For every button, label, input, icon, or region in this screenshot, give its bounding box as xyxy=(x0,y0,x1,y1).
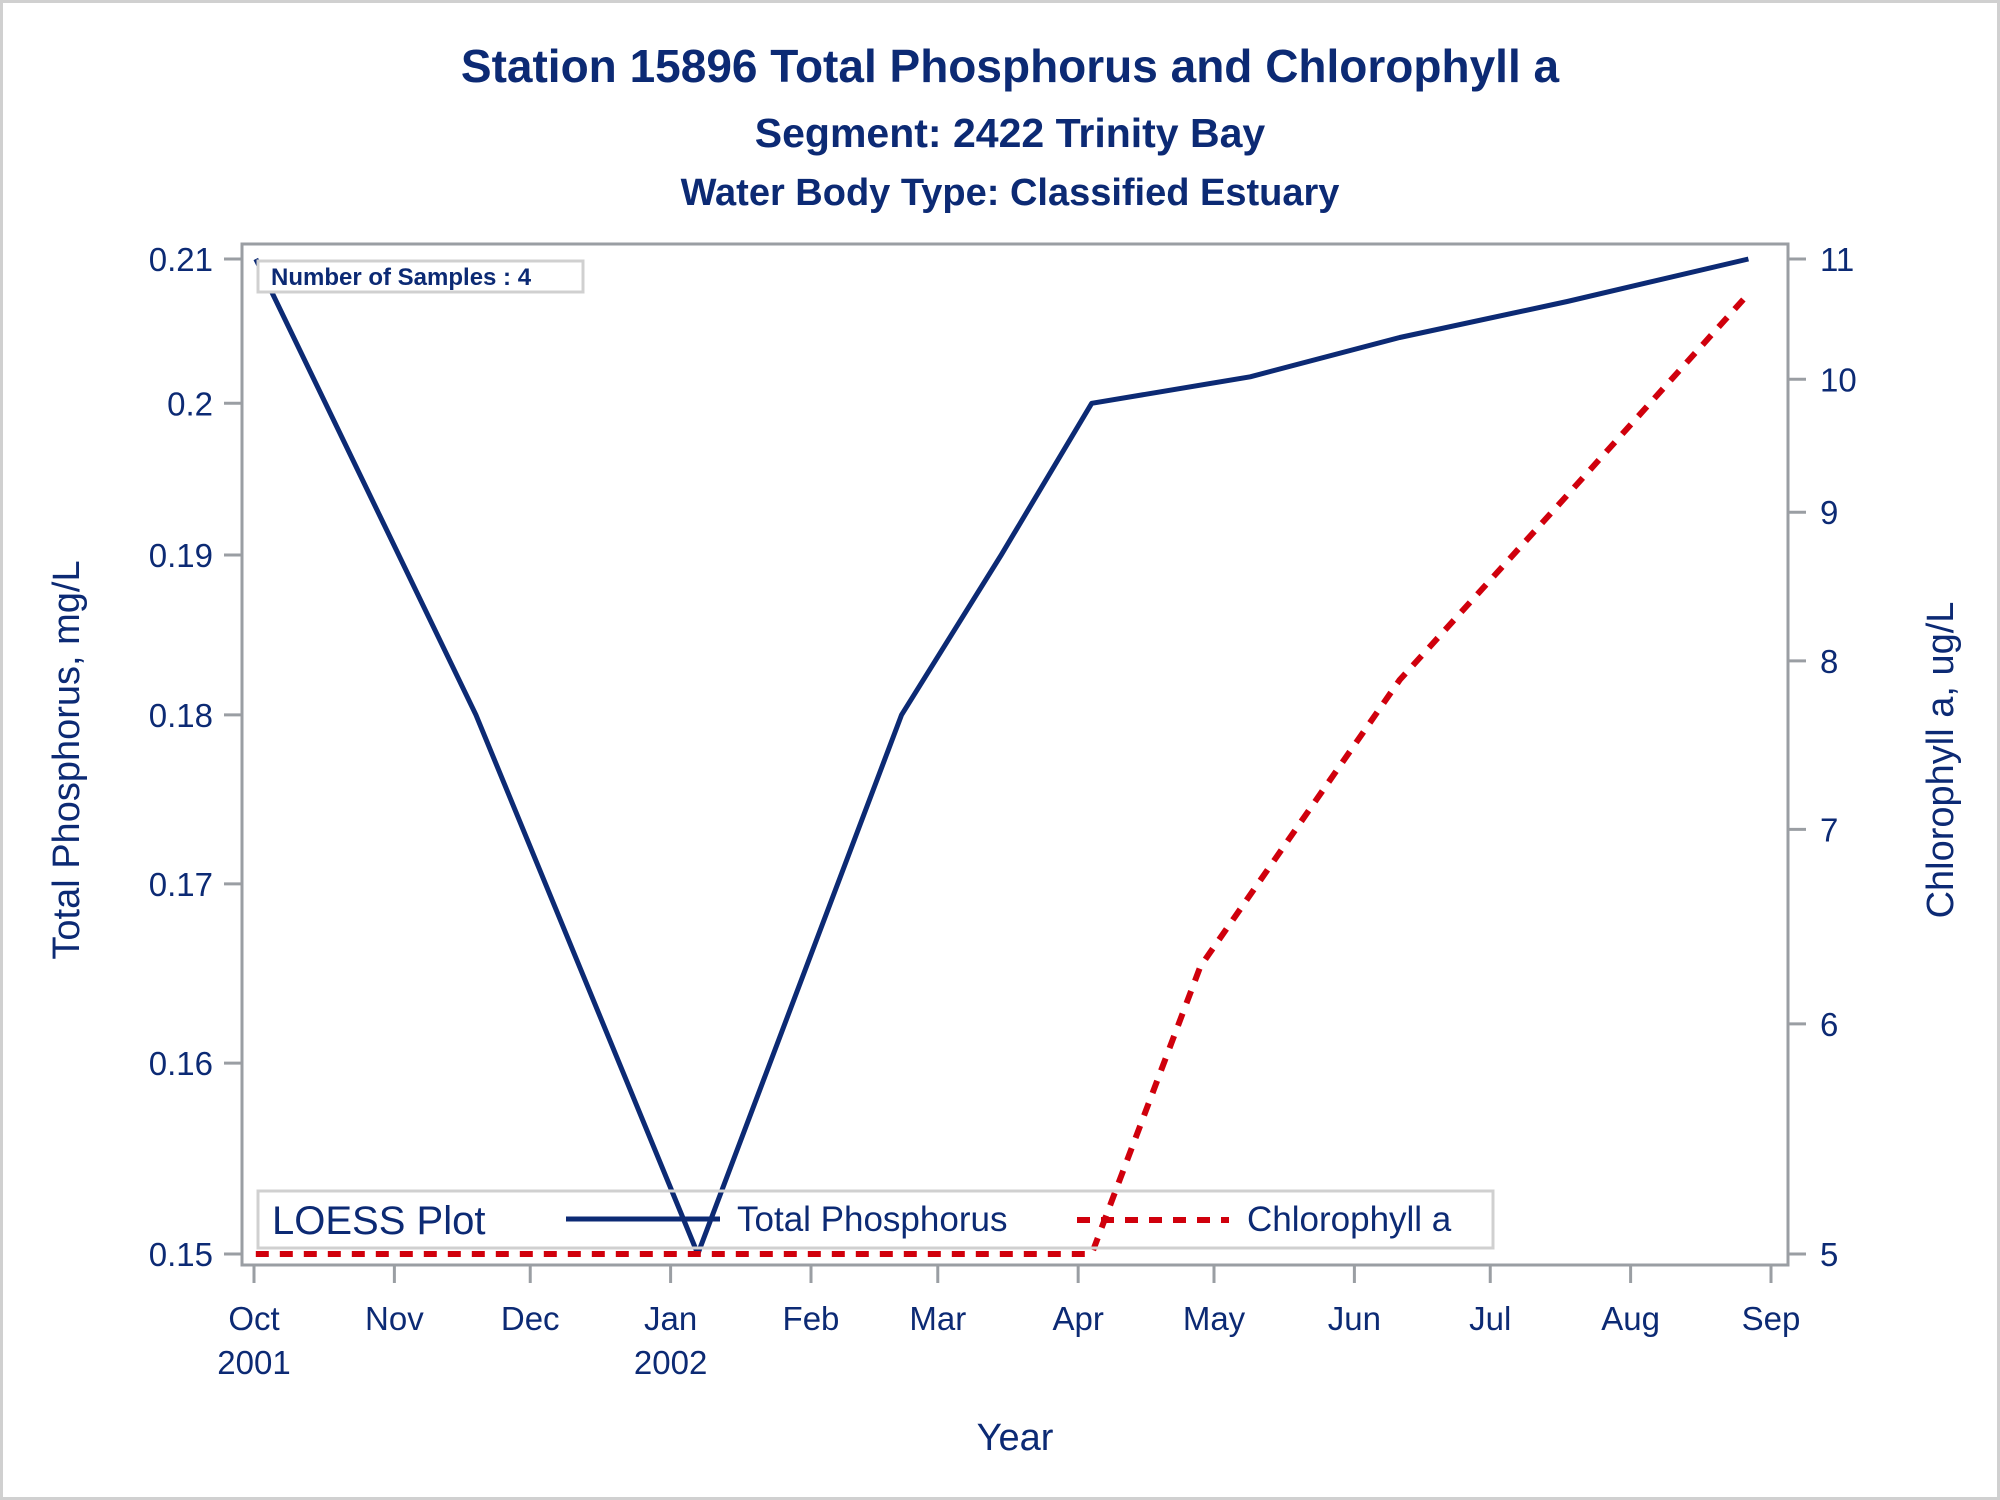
y-tick-label-left: 0.17 xyxy=(149,866,213,903)
x-axis-title: Year xyxy=(977,1417,1054,1459)
x-tick-label: Jan xyxy=(644,1300,697,1337)
legend-title: LOESS Plot xyxy=(272,1199,485,1243)
y-tick-label-left: 0.2 xyxy=(167,385,213,422)
y-tick-label-right: 6 xyxy=(1820,1006,1838,1043)
y-tick-label-left: 0.15 xyxy=(149,1236,213,1273)
legend-label-chlorophyll: Chlorophyll a xyxy=(1247,1200,1452,1239)
chart-subtitle-waterbody: Water Body Type: Classified Estuary xyxy=(681,172,1340,214)
y-tick-label-left: 0.18 xyxy=(149,697,213,734)
y-tick-label-left: 0.16 xyxy=(149,1045,213,1082)
x-tick-label: Nov xyxy=(365,1300,424,1337)
y-tick-label-right: 7 xyxy=(1820,811,1838,848)
x-tick-label: Sep xyxy=(1742,1300,1801,1337)
x-tick-label: Dec xyxy=(501,1300,560,1337)
axes: 0.15 0.16 0.17 0.18 0.19 0.2 0.21 5 6 7 8 9 10 11 Oct 2… xyxy=(149,241,1857,1381)
y-tick-label-right: 5 xyxy=(1820,1236,1838,1273)
y-axis-title-right: Chlorophyll a, ug/L xyxy=(1920,602,1962,919)
y-tick-label-right: 9 xyxy=(1820,494,1838,531)
x-tick-label: Jun xyxy=(1328,1300,1381,1337)
y-tick-label-right: 11 xyxy=(1820,241,1854,278)
chart-title: Station 15896 Total Phosphorus and Chlor… xyxy=(461,40,1560,92)
samples-inset-box xyxy=(256,259,585,294)
x-tick-label-year: 2002 xyxy=(634,1344,707,1381)
y-tick-label-left: 0.19 xyxy=(149,537,213,574)
series-layer xyxy=(253,256,1751,1257)
plot-area-frame xyxy=(240,242,1790,1267)
x-tick-label: Oct xyxy=(228,1300,279,1337)
series-line-chlorophyll xyxy=(255,291,1751,1257)
y-tick-label-left: 0.21 xyxy=(149,241,213,278)
legend-label-total-phosphorus: Total Phosphorus xyxy=(737,1200,1007,1239)
samples-count-label: Number of Samples : 4 xyxy=(271,264,532,291)
samples-inset: Number of Samples : 4 xyxy=(256,259,585,294)
y-tick-label-right: 10 xyxy=(1820,361,1857,398)
series-line-total-phosphorus xyxy=(253,256,1749,1257)
x-tick-label-year: 2001 xyxy=(217,1344,290,1381)
y-tick-label-right: 8 xyxy=(1820,643,1838,680)
y-axis-title-left: Total Phosphorus, mg/L xyxy=(46,560,88,959)
chart-subtitle-segment: Segment: 2422 Trinity Bay xyxy=(755,110,1266,156)
x-tick-label: Jul xyxy=(1469,1300,1511,1337)
x-tick-label: May xyxy=(1183,1300,1246,1337)
x-tick-label: Mar xyxy=(909,1300,966,1337)
x-tick-label: Apr xyxy=(1052,1300,1103,1337)
x-tick-label: Aug xyxy=(1601,1300,1660,1337)
legend-box xyxy=(256,1189,1495,1250)
x-tick-label: Feb xyxy=(783,1300,840,1337)
legend: LOESS Plot Total Phosphorus Chlorophyll … xyxy=(256,1189,1495,1250)
